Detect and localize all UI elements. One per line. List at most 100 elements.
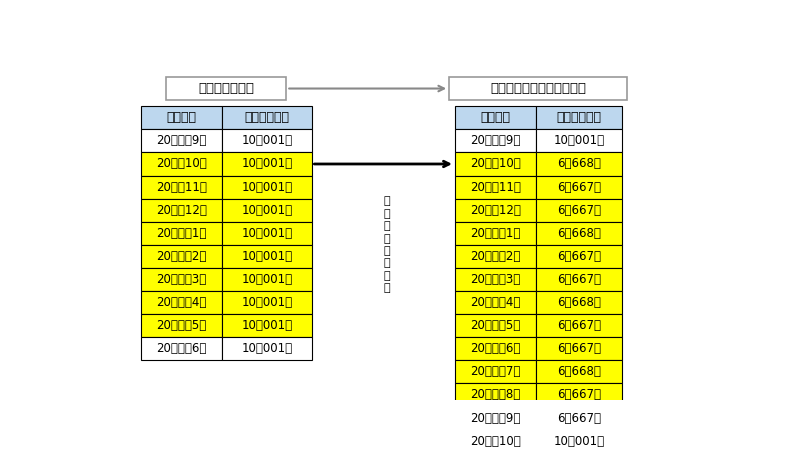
Bar [141,129,223,153]
Text: 6，668円: 6，668円 [557,365,600,379]
Bar [455,268,536,291]
Text: 20＊＊　3月: 20＊＊ 3月 [157,273,207,286]
Text: 6，667円: 6，667円 [557,412,601,425]
Bar [141,176,223,198]
Text: 返還期日: 返還期日 [167,111,197,124]
Text: 20＊＊11月: 20＊＊11月 [470,180,521,194]
Bar [223,291,312,314]
Bar [536,153,622,176]
Text: 返還期日: 返還期日 [481,111,511,124]
Bar [536,245,622,268]
Text: 20＊＊　9月: 20＊＊ 9月 [471,134,521,147]
Text: 6，667円: 6，667円 [557,250,601,263]
Bar [455,153,536,176]
Bar [455,337,536,361]
Bar [141,222,223,245]
Bar [141,106,223,129]
Bar [455,106,536,129]
Bar [141,314,223,337]
Bar [455,198,536,222]
FancyBboxPatch shape [449,77,627,100]
Bar [223,222,312,245]
Bar [455,314,536,337]
Bar [141,198,223,222]
Text: 10，001円: 10，001円 [242,273,293,286]
Text: 20＊＊　2月: 20＊＊ 2月 [471,250,521,263]
Bar [455,383,536,406]
Text: 当初の返還計画: 当初の返還計画 [198,82,254,95]
Text: 6，667円: 6，667円 [557,388,601,401]
Bar [223,129,312,153]
Text: 6，668円: 6，668円 [557,296,600,309]
Bar [455,361,536,383]
Text: 支払割賦金額: 支払割賦金額 [245,111,290,124]
Bar [455,245,536,268]
Bar [141,291,223,314]
Bar [536,268,622,291]
Bar [455,222,536,245]
Bar [536,383,622,406]
Text: 20＊＊　6月: 20＊＊ 6月 [471,342,521,355]
Text: 6，667円: 6，667円 [557,342,601,355]
Text: 10，001円: 10，001円 [553,134,604,147]
Text: 20＊＊10月: 20＊＊10月 [157,158,207,171]
Text: 20＊＊　5月: 20＊＊ 5月 [471,319,521,332]
Text: 10，001円: 10，001円 [242,296,293,309]
Bar [536,106,622,129]
Bar [455,129,536,153]
Text: 20＊＊　7月: 20＊＊ 7月 [471,365,521,379]
Text: 20＊＊　9月: 20＊＊ 9月 [157,134,207,147]
Bar [223,153,312,176]
Bar [223,245,312,268]
Text: 20＊＊　4月: 20＊＊ 4月 [471,296,521,309]
Bar [455,406,536,430]
Text: 20＊＊　6月: 20＊＊ 6月 [157,342,207,355]
Bar [455,430,536,449]
Bar [536,222,622,245]
Bar [536,430,622,449]
Bar [536,406,622,430]
Text: 20＊＊　8月: 20＊＊ 8月 [471,388,521,401]
FancyBboxPatch shape [166,77,286,100]
Text: 10，001円: 10，001円 [553,435,604,448]
Text: 6，667円: 6，667円 [557,180,601,194]
Bar [536,291,622,314]
Bar [223,106,312,129]
Text: 減額返還適用後の返還計画: 減額返還適用後の返還計画 [490,82,586,95]
Text: 20＊＊　1月: 20＊＊ 1月 [157,227,207,240]
Text: 20＊＊　9月: 20＊＊ 9月 [471,412,521,425]
Bar [223,268,312,291]
Bar [223,337,312,361]
Bar [536,314,622,337]
Text: 10，001円: 10，001円 [242,204,293,217]
Text: 20＊＊12月: 20＊＊12月 [157,204,207,217]
Bar [141,268,223,291]
Text: 6，667円: 6，667円 [557,319,601,332]
Text: 支払割賦金額: 支払割賦金額 [556,111,601,124]
Text: 20＊＊　5月: 20＊＊ 5月 [157,319,207,332]
Text: 20＊＊　4月: 20＊＊ 4月 [157,296,207,309]
Text: 6，667円: 6，667円 [557,204,601,217]
Bar [536,361,622,383]
Text: 6，668円: 6，668円 [557,158,600,171]
Bar [455,176,536,198]
Bar [141,153,223,176]
Text: 20＊＊　2月: 20＊＊ 2月 [157,250,207,263]
Bar [223,198,312,222]
Text: 10，001円: 10，001円 [242,250,293,263]
Text: 20＊＊　1月: 20＊＊ 1月 [471,227,521,240]
Text: 10，001円: 10，001円 [242,158,293,171]
Bar [536,337,622,361]
Bar [141,245,223,268]
Text: 10，001円: 10，001円 [242,342,293,355]
Bar [536,176,622,198]
Text: 6，667円: 6，667円 [557,273,601,286]
Bar [536,129,622,153]
Text: 減
額
返
還
適
用
期
間: 減 額 返 還 適 用 期 間 [384,197,390,293]
Text: 10，001円: 10，001円 [242,227,293,240]
Text: 6，668円: 6，668円 [557,227,600,240]
Text: 20＊＊10月: 20＊＊10月 [470,435,521,448]
Bar [455,291,536,314]
Bar [536,198,622,222]
Text: 20＊＊11月: 20＊＊11月 [157,180,207,194]
